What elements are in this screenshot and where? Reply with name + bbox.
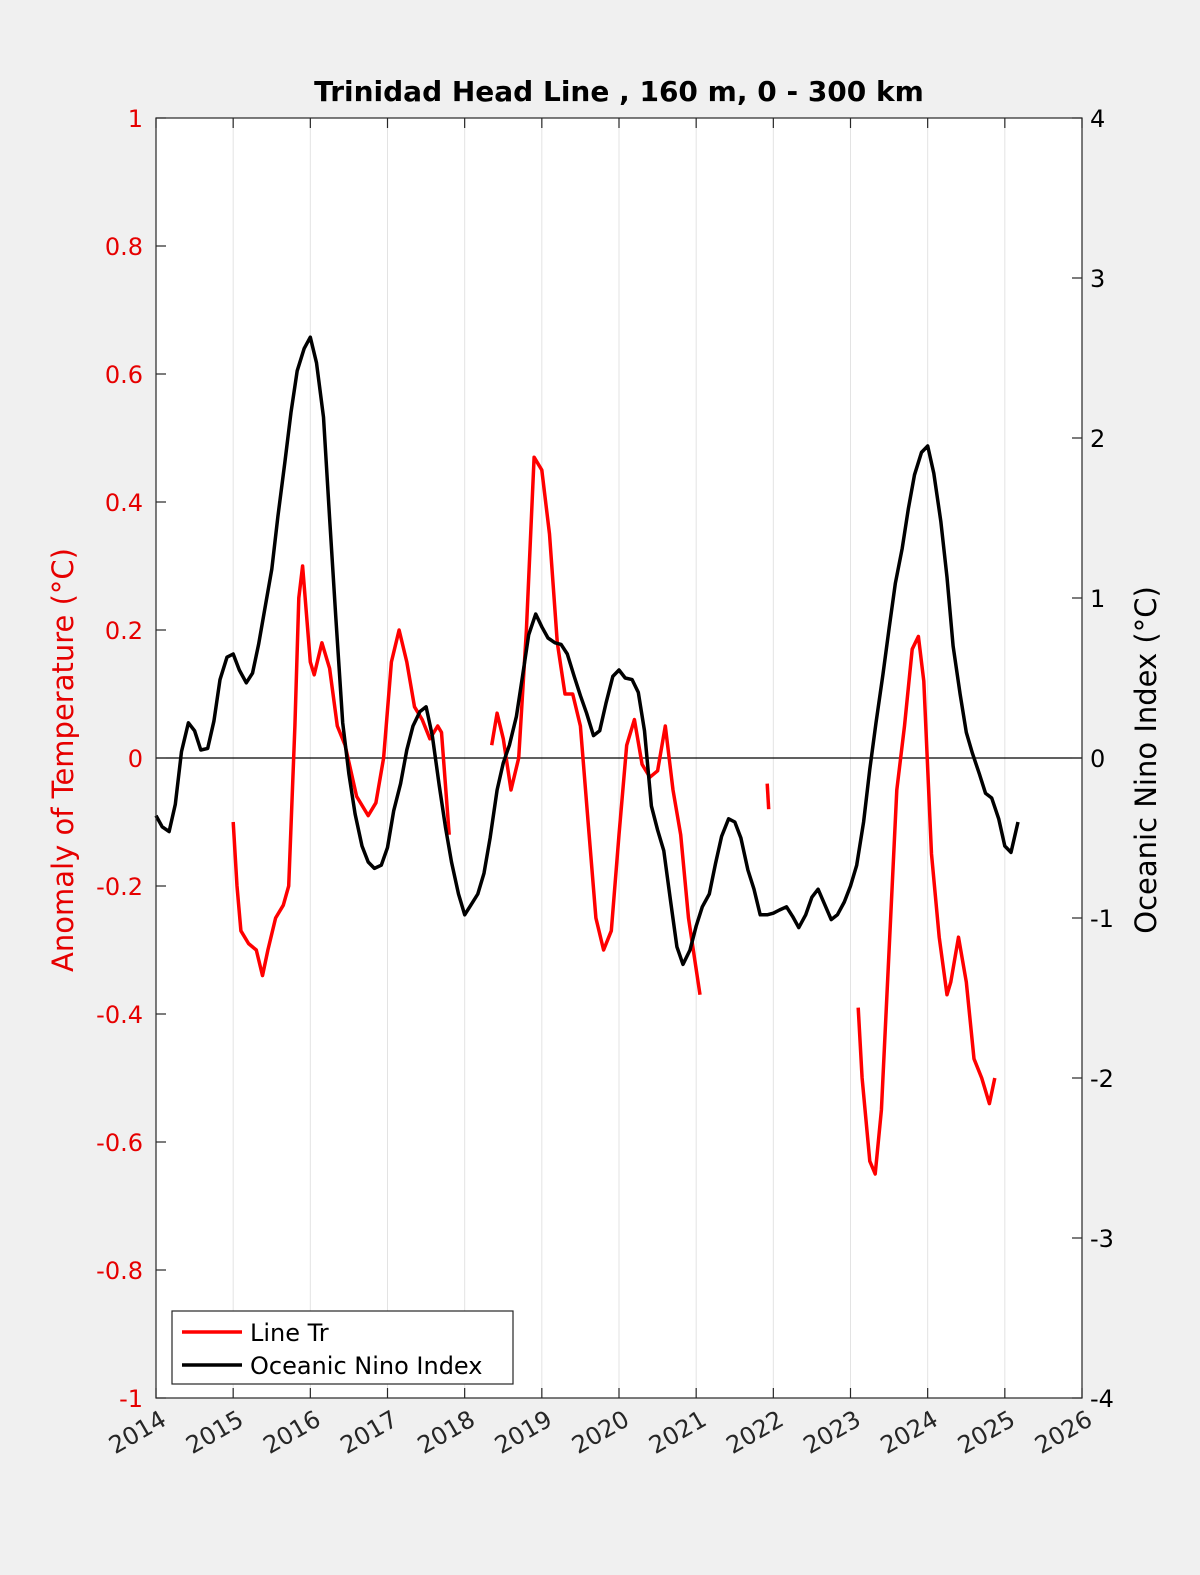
right-tick-label: 2 — [1090, 425, 1105, 453]
legend: Line Tr Oceanic Nino Index — [171, 1310, 514, 1385]
left-tick-label: 0.4 — [105, 489, 143, 517]
right-tick-label: -2 — [1090, 1065, 1114, 1093]
left-tick-label: -0.4 — [96, 1001, 143, 1029]
series-layer — [154, 335, 1020, 1176]
legend-label-line-tr: Line Tr — [250, 1319, 329, 1347]
right-tick-label: 4 — [1090, 105, 1105, 133]
right-tick-label: 1 — [1090, 585, 1105, 613]
right-tick-label: 3 — [1090, 265, 1105, 293]
legend-label-oni: Oceanic Nino Index — [250, 1352, 482, 1380]
left-tick-label: -0.6 — [96, 1129, 143, 1157]
right-axis-label: Oceanic Nino Index (°C) — [1129, 586, 1163, 934]
right-tick-label: -3 — [1090, 1225, 1114, 1253]
right-tick-label: 0 — [1090, 745, 1105, 773]
left-tick-label: 0 — [128, 745, 143, 773]
left-tick-label: 0.6 — [105, 361, 143, 389]
left-tick-label: -0.8 — [96, 1257, 143, 1285]
left-tick-label: -1 — [119, 1385, 143, 1413]
series-line-tr-line — [765, 783, 771, 810]
left-tick-label: 0.2 — [105, 617, 143, 645]
series-line-tr-line — [489, 455, 702, 996]
chart-title: Trinidad Head Line , 160 m, 0 - 300 km — [314, 75, 924, 108]
left-tick-label: 0.8 — [105, 233, 143, 261]
left-tick-label: 1 — [128, 105, 143, 133]
right-tick-label: -4 — [1090, 1385, 1114, 1413]
series-oceanic-nino-index-line — [154, 335, 1020, 967]
legend-box — [171, 1310, 514, 1385]
series-line-tr-line — [231, 564, 451, 978]
left-tick-label: -0.2 — [96, 873, 143, 901]
right-tick-label: -1 — [1090, 905, 1114, 933]
left-axis-label: Anomaly of Temperature (°C) — [46, 548, 80, 972]
series-line-tr-line — [856, 634, 997, 1176]
